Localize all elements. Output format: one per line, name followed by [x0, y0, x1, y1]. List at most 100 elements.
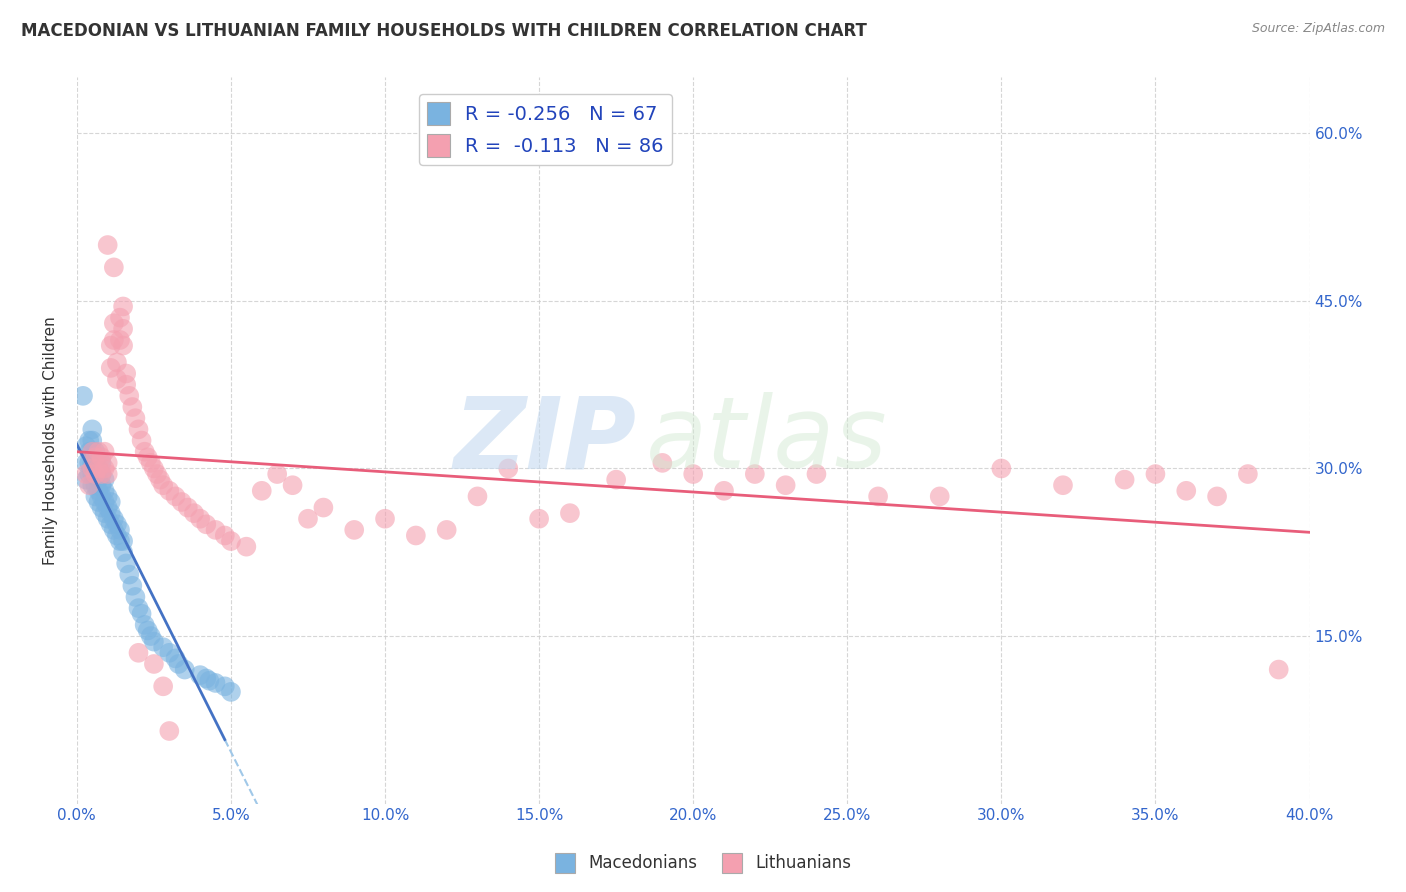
Point [118, 389, 141, 403]
Point [868, 489, 890, 503]
Point [84, 450, 107, 465]
Point [87, 444, 110, 458]
Point [82, 478, 104, 492]
Point [108, 310, 131, 325]
Point [682, 467, 704, 481]
Point [103, 260, 125, 275]
Point [152, 640, 174, 655]
Point [131, 607, 153, 621]
Point [312, 500, 335, 515]
Point [713, 483, 735, 498]
Point [115, 367, 138, 381]
Point [84, 444, 107, 458]
Point [136, 450, 159, 465]
Point [82, 444, 104, 458]
Point [281, 478, 304, 492]
Point [77, 478, 100, 492]
Point [100, 360, 122, 375]
Point [198, 673, 221, 688]
Point [128, 422, 150, 436]
Point [1144, 467, 1167, 481]
Point [436, 523, 458, 537]
Point [77, 444, 100, 458]
Point [87, 473, 110, 487]
Point [90, 489, 112, 503]
Point [183, 506, 205, 520]
Point [72, 389, 94, 403]
Point [188, 668, 211, 682]
Point [82, 461, 104, 475]
Point [93, 495, 115, 509]
Point [82, 444, 104, 458]
Point [108, 333, 131, 347]
Point [100, 517, 122, 532]
Point [128, 601, 150, 615]
Point [84, 489, 107, 503]
Point [558, 506, 581, 520]
Point [75, 473, 97, 487]
Point [118, 567, 141, 582]
Point [100, 495, 122, 509]
Point [121, 579, 143, 593]
Point [139, 456, 162, 470]
Point [105, 372, 128, 386]
Point [112, 534, 135, 549]
Point [131, 434, 153, 448]
Point [103, 333, 125, 347]
Point [90, 450, 112, 465]
Point [108, 534, 131, 549]
Point [266, 467, 288, 481]
Point [100, 506, 122, 520]
Point [134, 444, 156, 458]
Point [87, 495, 110, 509]
Point [165, 651, 187, 665]
Point [93, 473, 115, 487]
Point [97, 238, 120, 252]
Point [87, 461, 110, 475]
Point [136, 624, 159, 638]
Point [112, 322, 135, 336]
Point [527, 512, 550, 526]
Text: ZIP: ZIP [454, 392, 637, 489]
Point [90, 467, 112, 481]
Point [77, 434, 100, 448]
Point [195, 672, 218, 686]
Point [128, 646, 150, 660]
Point [204, 523, 226, 537]
Point [990, 461, 1012, 475]
Point [374, 512, 396, 526]
Point [90, 467, 112, 481]
Point [134, 618, 156, 632]
Point [214, 679, 236, 693]
Text: MACEDONIAN VS LITHUANIAN FAMILY HOUSEHOLDS WITH CHILDREN CORRELATION CHART: MACEDONIAN VS LITHUANIAN FAMILY HOUSEHOL… [21, 22, 868, 40]
Point [82, 422, 104, 436]
Point [405, 528, 427, 542]
Point [82, 467, 104, 481]
Point [139, 629, 162, 643]
Point [77, 467, 100, 481]
Point [82, 456, 104, 470]
Point [84, 467, 107, 481]
Point [167, 657, 190, 671]
Point [124, 590, 146, 604]
Point [93, 483, 115, 498]
Point [214, 528, 236, 542]
Point [97, 489, 120, 503]
Point [651, 456, 673, 470]
Point [77, 456, 100, 470]
Point [100, 338, 122, 352]
Legend: R = -0.256   N = 67, R =  -0.113   N = 86: R = -0.256 N = 67, R = -0.113 N = 86 [419, 95, 672, 165]
Point [90, 478, 112, 492]
Point [152, 679, 174, 693]
Point [173, 663, 195, 677]
Point [112, 338, 135, 352]
Point [82, 434, 104, 448]
Point [343, 523, 366, 537]
Text: Source: ZipAtlas.com: Source: ZipAtlas.com [1251, 22, 1385, 36]
Point [97, 500, 120, 515]
Point [84, 467, 107, 481]
Point [204, 676, 226, 690]
Point [75, 456, 97, 470]
Point [235, 540, 257, 554]
Point [103, 316, 125, 330]
